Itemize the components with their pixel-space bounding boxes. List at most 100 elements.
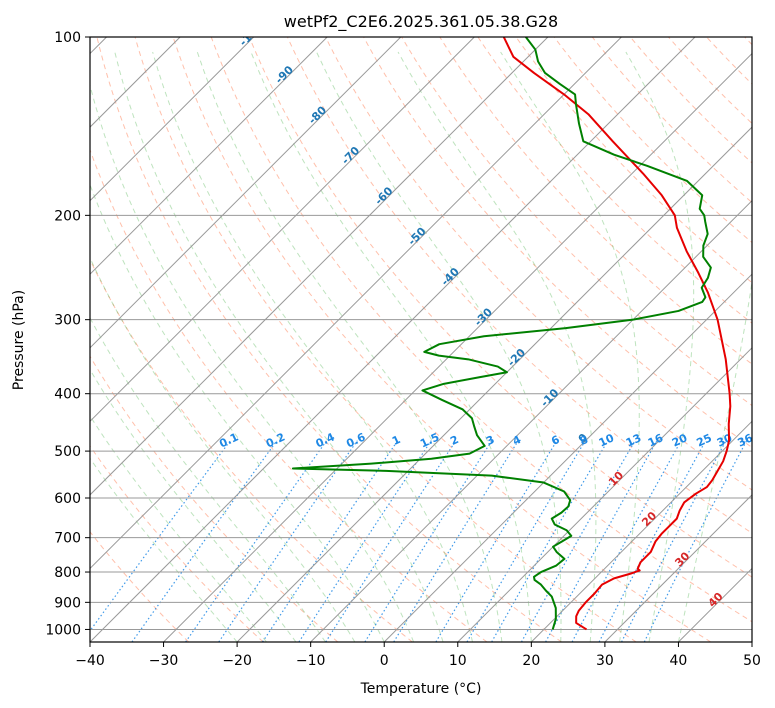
moist-adiabat <box>90 256 356 642</box>
isotherm-gridline <box>236 126 752 642</box>
moist-adiabat <box>114 51 444 642</box>
dry-adiabat <box>96 37 562 642</box>
isotherm-gridline <box>90 37 255 202</box>
isotherm-label: 40 <box>706 590 726 610</box>
mixing-ratio-line <box>520 440 636 642</box>
x-tick-label: 40 <box>670 653 688 669</box>
mixing-ratio-line <box>393 440 519 642</box>
mixing-ratio-label: 3 <box>484 433 496 448</box>
mixing-ratio-label: 36 <box>736 431 756 449</box>
x-tick-label: −40 <box>75 653 105 669</box>
isotherm-label: 20 <box>639 509 659 529</box>
moist-adiabat <box>625 51 695 642</box>
isotherm-label: -60 <box>372 184 395 207</box>
isotherm-gridline <box>90 37 622 570</box>
y-tick-label: 500 <box>54 444 81 460</box>
mixing-ratio-label: 0.4 <box>314 430 337 450</box>
isotherm-gridline <box>310 199 752 642</box>
mixing-ratio-line <box>545 440 658 642</box>
mixing-ratio-line <box>643 440 748 642</box>
isotherm-gridline <box>383 273 752 642</box>
y-tick-label: 400 <box>54 387 81 403</box>
x-tick-label: 10 <box>449 653 467 669</box>
dry-adiabat <box>439 37 752 365</box>
dry-adiabat <box>286 37 752 534</box>
mixing-ratio-line <box>466 440 586 642</box>
mixing-ratio-line <box>435 440 558 642</box>
mixing-ratio-line <box>90 440 231 632</box>
isotherm-gridline <box>90 37 402 349</box>
dry-adiabat <box>706 37 752 85</box>
isotherm-label: -100 <box>237 20 266 49</box>
isotherm-label: -10 <box>538 386 561 409</box>
dry-adiabat <box>744 37 752 46</box>
mixing-ratio-line <box>491 440 609 642</box>
moist-adiabat <box>677 52 752 642</box>
moist-adiabat <box>500 51 640 642</box>
y-tick-label: 100 <box>54 30 81 46</box>
mixing-ratio-label: 4 <box>511 433 524 448</box>
isotherm-label: -90 <box>273 63 296 86</box>
dry-adiabat <box>477 37 752 324</box>
mixing-ratio-label: 1.5 <box>418 430 441 450</box>
moist-adiabat <box>90 457 238 642</box>
moist-adiabat <box>90 83 415 642</box>
y-tick-label: 200 <box>54 208 81 224</box>
dry-adiabat <box>90 258 413 642</box>
isotherm-label: -70 <box>339 144 362 167</box>
chart-title: wetPf2_C2E6.2025.361.05.38.G28 <box>284 12 558 32</box>
x-tick-label: −10 <box>296 653 326 669</box>
x-tick-label: 0 <box>380 653 389 669</box>
isotherm-gridline <box>90 37 475 423</box>
y-tick-label: 700 <box>54 531 81 547</box>
dry-adiabat <box>90 355 339 642</box>
moist-adiabat <box>196 51 503 642</box>
dry-adiabat <box>515 37 752 284</box>
isotherm-gridline <box>90 37 549 496</box>
y-tick-label: 300 <box>54 313 81 329</box>
mixing-ratio-label: 0.2 <box>264 430 287 450</box>
x-tick-label: 50 <box>743 653 761 669</box>
mixing-ratio-line <box>325 440 457 642</box>
moist-adiabat <box>397 51 597 642</box>
isotherm-gridline <box>90 37 328 275</box>
mixing-ratio-line <box>298 440 432 642</box>
moist-adiabat <box>90 183 385 642</box>
mixing-ratio-label: 1 <box>390 433 402 448</box>
dry-adiabat <box>90 530 190 642</box>
x-tick-label: 20 <box>522 653 540 669</box>
isotherm-label: -20 <box>505 346 528 369</box>
mixing-ratio-label: 30 <box>715 431 735 449</box>
isotherm-label: 10 <box>606 468 626 488</box>
mixing-ratio-label: 25 <box>695 431 714 449</box>
isotherm-gridline <box>530 420 752 642</box>
sounding-line-1 <box>502 37 732 631</box>
dry-adiabat <box>90 445 264 642</box>
mixing-ratio-label: 10 <box>597 431 617 449</box>
isotherm-gridline <box>678 567 752 642</box>
x-tick-label: −20 <box>222 653 252 669</box>
mixing-ratio-line <box>262 440 399 642</box>
dry-adiabat <box>629 37 752 164</box>
dry-adiabat <box>401 37 752 407</box>
mixing-ratio-label: 0.6 <box>344 430 367 450</box>
dry-adiabat <box>325 37 752 491</box>
mixing-ratio-line <box>364 440 493 642</box>
dry-adiabat <box>553 37 752 244</box>
mixing-ratio-line <box>185 440 328 642</box>
x-tick-label: 30 <box>596 653 614 669</box>
dry-adiabat <box>591 37 752 204</box>
y-axis-label: Pressure (hPa) <box>11 290 27 390</box>
sounding-line-2 <box>291 37 712 630</box>
isotherm-label: -80 <box>306 103 329 126</box>
moist-adiabat <box>152 51 473 642</box>
isotherm-gridline <box>604 494 752 642</box>
isotherm-gridline <box>90 37 696 642</box>
isotherm-label: 30 <box>672 549 692 569</box>
moist-adiabat <box>90 316 326 642</box>
y-tick-label: 800 <box>54 565 81 581</box>
moist-adiabat <box>250 51 532 642</box>
dry-adiabat <box>210 37 752 623</box>
x-tick-label: −30 <box>149 653 179 669</box>
